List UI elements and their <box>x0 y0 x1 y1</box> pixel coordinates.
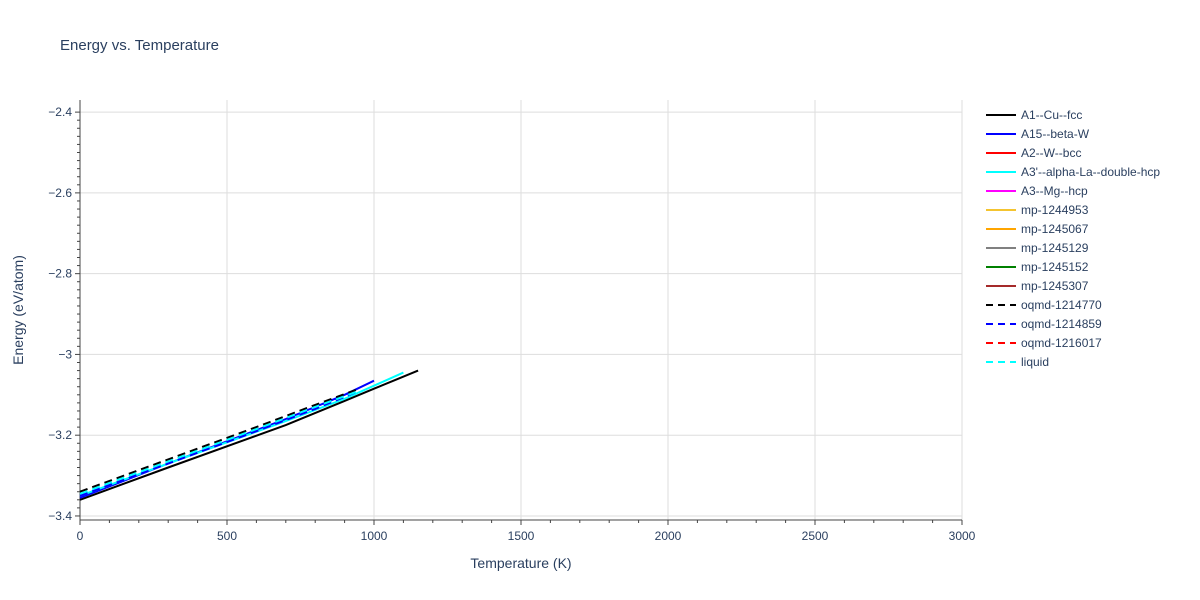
legend-item[interactable]: mp-1245152 <box>986 260 1089 274</box>
legend-label: oqmd-1214859 <box>1021 317 1102 331</box>
legend-label: liquid <box>1021 355 1049 369</box>
legend-item[interactable]: mp-1244953 <box>986 203 1089 217</box>
x-tick-label: 1000 <box>361 529 388 543</box>
series-line-oqmd-1214770 <box>79 387 360 493</box>
legend-item[interactable]: oqmd-1214859 <box>986 317 1102 331</box>
x-tick-label: 500 <box>217 529 237 543</box>
x-tick-label: 1500 <box>508 529 535 543</box>
series-line-oqmd-1214859 <box>79 389 360 497</box>
y-tick-label: −3.4 <box>48 509 72 523</box>
legend-label: A1--Cu--fcc <box>1021 108 1082 122</box>
legend-item[interactable]: A2--W--bcc <box>986 146 1081 160</box>
x-axis-title: Temperature (K) <box>470 555 571 571</box>
legend-item[interactable]: mp-1245067 <box>986 222 1089 236</box>
y-tick-label: −2.8 <box>48 267 72 281</box>
legend-label: mp-1244953 <box>1021 203 1089 217</box>
x-tick-label: 2500 <box>802 529 829 543</box>
x-tick-label: 3000 <box>949 529 976 543</box>
plot-area <box>79 369 419 501</box>
legend-label: oqmd-1214770 <box>1021 298 1102 312</box>
y-tick-label: −3 <box>58 347 72 361</box>
legend-label: mp-1245307 <box>1021 279 1089 293</box>
grid <box>80 100 963 520</box>
legend-label: mp-1245152 <box>1021 260 1089 274</box>
legend-label: A3--Mg--hcp <box>1021 184 1088 198</box>
legend-item[interactable]: liquid <box>986 355 1049 369</box>
legend-item[interactable]: A3--Mg--hcp <box>986 184 1088 198</box>
legend-label: A15--beta-W <box>1021 127 1090 141</box>
legend-item[interactable]: oqmd-1214770 <box>986 298 1102 312</box>
legend-item[interactable]: mp-1245129 <box>986 241 1089 255</box>
y-axis-title: Energy (eV/atom) <box>10 255 26 365</box>
legend-item[interactable]: oqmd-1216017 <box>986 336 1102 350</box>
series-line-a3-alpha-la-double-hcp <box>79 371 404 497</box>
legend-label: mp-1245067 <box>1021 222 1089 236</box>
y-tick-label: −2.4 <box>48 105 72 119</box>
y-tick-label: −3.2 <box>48 428 72 442</box>
series-line-liquid <box>79 389 360 495</box>
axes: 0 500 1000 1500 2000 2500 3000 −3.4 −3.2 −3 −2.8 −2… <box>48 100 976 543</box>
legend-label: A3'--alpha-La--double-hcp <box>1021 165 1160 179</box>
legend-item[interactable]: mp-1245307 <box>986 279 1089 293</box>
legend-item[interactable]: A3'--alpha-La--double-hcp <box>986 165 1160 179</box>
x-tick-label: 0 <box>77 529 84 543</box>
legend-label: oqmd-1216017 <box>1021 336 1102 350</box>
legend-item[interactable]: A15--beta-W <box>986 127 1090 141</box>
legend-label: mp-1245129 <box>1021 241 1089 255</box>
y-tick-label: −2.6 <box>48 186 72 200</box>
legend-label: A2--W--bcc <box>1021 146 1081 160</box>
chart-title: Energy vs. Temperature <box>60 37 219 54</box>
x-tick-label: 2000 <box>655 529 682 543</box>
legend-item[interactable]: A1--Cu--fcc <box>986 108 1082 122</box>
legend[interactable]: A1--Cu--fcc A15--beta-W A2--W--bcc A3'--alp… <box>986 108 1160 369</box>
series-line-a1-cu-fcc <box>79 369 419 501</box>
